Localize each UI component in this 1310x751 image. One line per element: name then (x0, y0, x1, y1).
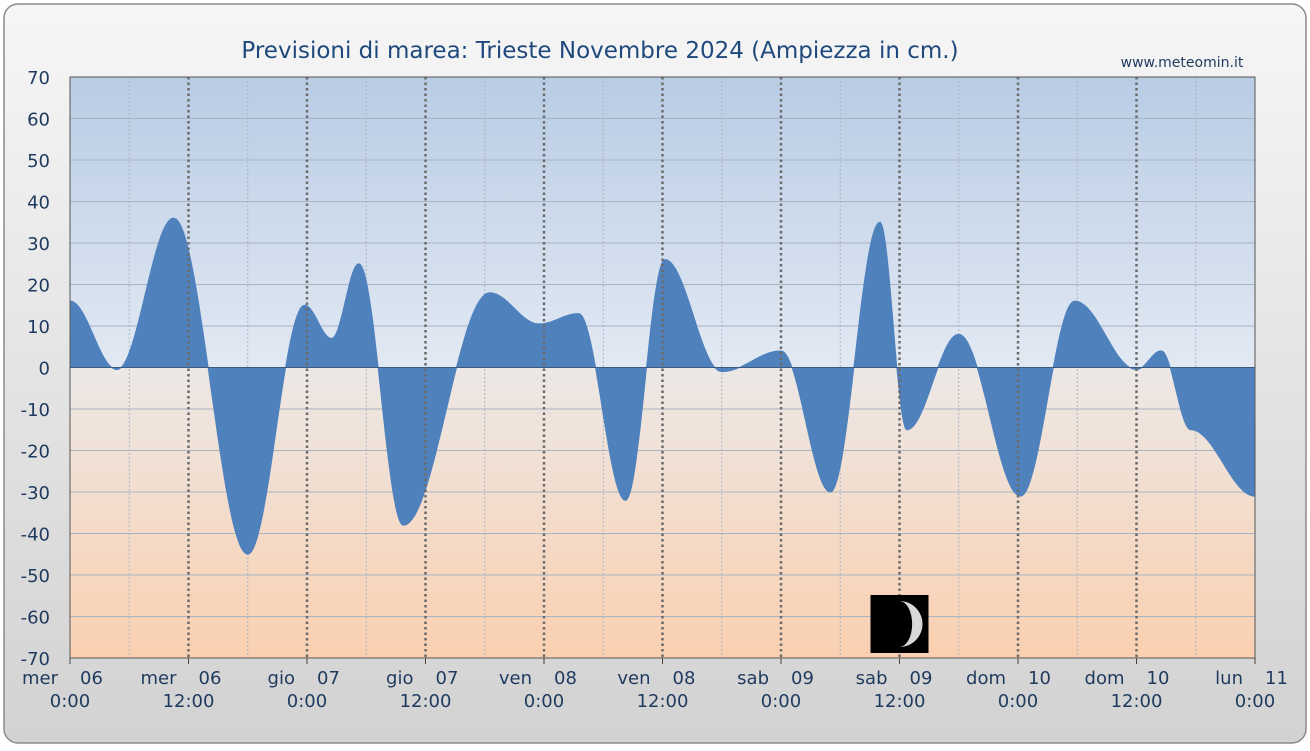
y-tick-label: 50 (27, 151, 50, 172)
x-tick-time: 12:00 (1111, 691, 1163, 712)
x-tick-day: lun (1215, 668, 1243, 689)
x-tick-time: 0:00 (287, 691, 327, 712)
y-tick-label: -30 (21, 483, 50, 504)
x-tick-day: ven (499, 668, 532, 689)
y-tick-label: -20 (21, 442, 50, 463)
x-tick-date: 07 (436, 668, 459, 689)
y-tick-label: 60 (27, 110, 50, 131)
x-tick-time: 12:00 (874, 691, 926, 712)
x-tick-day: mer (22, 668, 59, 689)
x-tick-time: 0:00 (761, 691, 801, 712)
y-tick-label: -10 (21, 400, 50, 421)
tide-series-area (69, 217, 1256, 555)
y-tick-label: -70 (21, 649, 50, 670)
x-tick-day: sab (737, 668, 769, 689)
x-tick-time: 0:00 (524, 691, 564, 712)
y-tick-label: 30 (27, 234, 50, 255)
x-tick-date: 06 (80, 668, 103, 689)
x-tick-date: 10 (1147, 668, 1170, 689)
y-tick-label: -40 (21, 525, 50, 546)
waning-crescent-moon-icon (870, 595, 929, 653)
x-tick-time: 12:00 (400, 691, 452, 712)
x-tick-day: gio (268, 668, 295, 689)
x-tick-date: 10 (1028, 668, 1051, 689)
x-tick-day: ven (617, 668, 650, 689)
source-label: www.meteomin.it (1121, 55, 1244, 71)
x-tick-time: 0:00 (50, 691, 90, 712)
major-gridlines (187, 77, 1138, 658)
chart-title: Previsioni di marea: Trieste Novembre 20… (241, 38, 958, 64)
y-tick-label: 70 (27, 68, 50, 89)
y-axis: 70 60 50 40 30 20 10 0 -10 -20 -30 -40 -50 -60 -70 (21, 68, 50, 670)
x-tick-day: gio (386, 668, 413, 689)
tide-area (69, 217, 1256, 555)
x-tick-date: 06 (199, 668, 222, 689)
x-tick-date: 07 (317, 668, 340, 689)
x-tick-time: 0:00 (1235, 691, 1275, 712)
y-tick-label: 20 (27, 276, 50, 297)
x-tick-day: dom (966, 668, 1006, 689)
x-tick-date: 08 (673, 668, 696, 689)
x-tick-time: 0:00 (998, 691, 1038, 712)
x-tick-date: 09 (791, 668, 814, 689)
y-tick-label: 40 (27, 193, 50, 214)
moon-crescent (899, 601, 923, 647)
y-tick-label: -60 (21, 608, 50, 629)
x-tick-date: 11 (1265, 668, 1288, 689)
x-tick-time: 12:00 (163, 691, 215, 712)
x-tick-date: 09 (910, 668, 933, 689)
y-tick-label: 0 (39, 359, 50, 380)
y-tick-label: 10 (27, 317, 50, 338)
x-tick-date: 08 (554, 668, 577, 689)
x-tick-day: mer (140, 668, 177, 689)
x-tick-time: 12:00 (637, 691, 689, 712)
y-tick-label: -50 (21, 566, 50, 587)
x-tick-day: dom (1085, 668, 1125, 689)
x-tick-day: sab (856, 668, 888, 689)
